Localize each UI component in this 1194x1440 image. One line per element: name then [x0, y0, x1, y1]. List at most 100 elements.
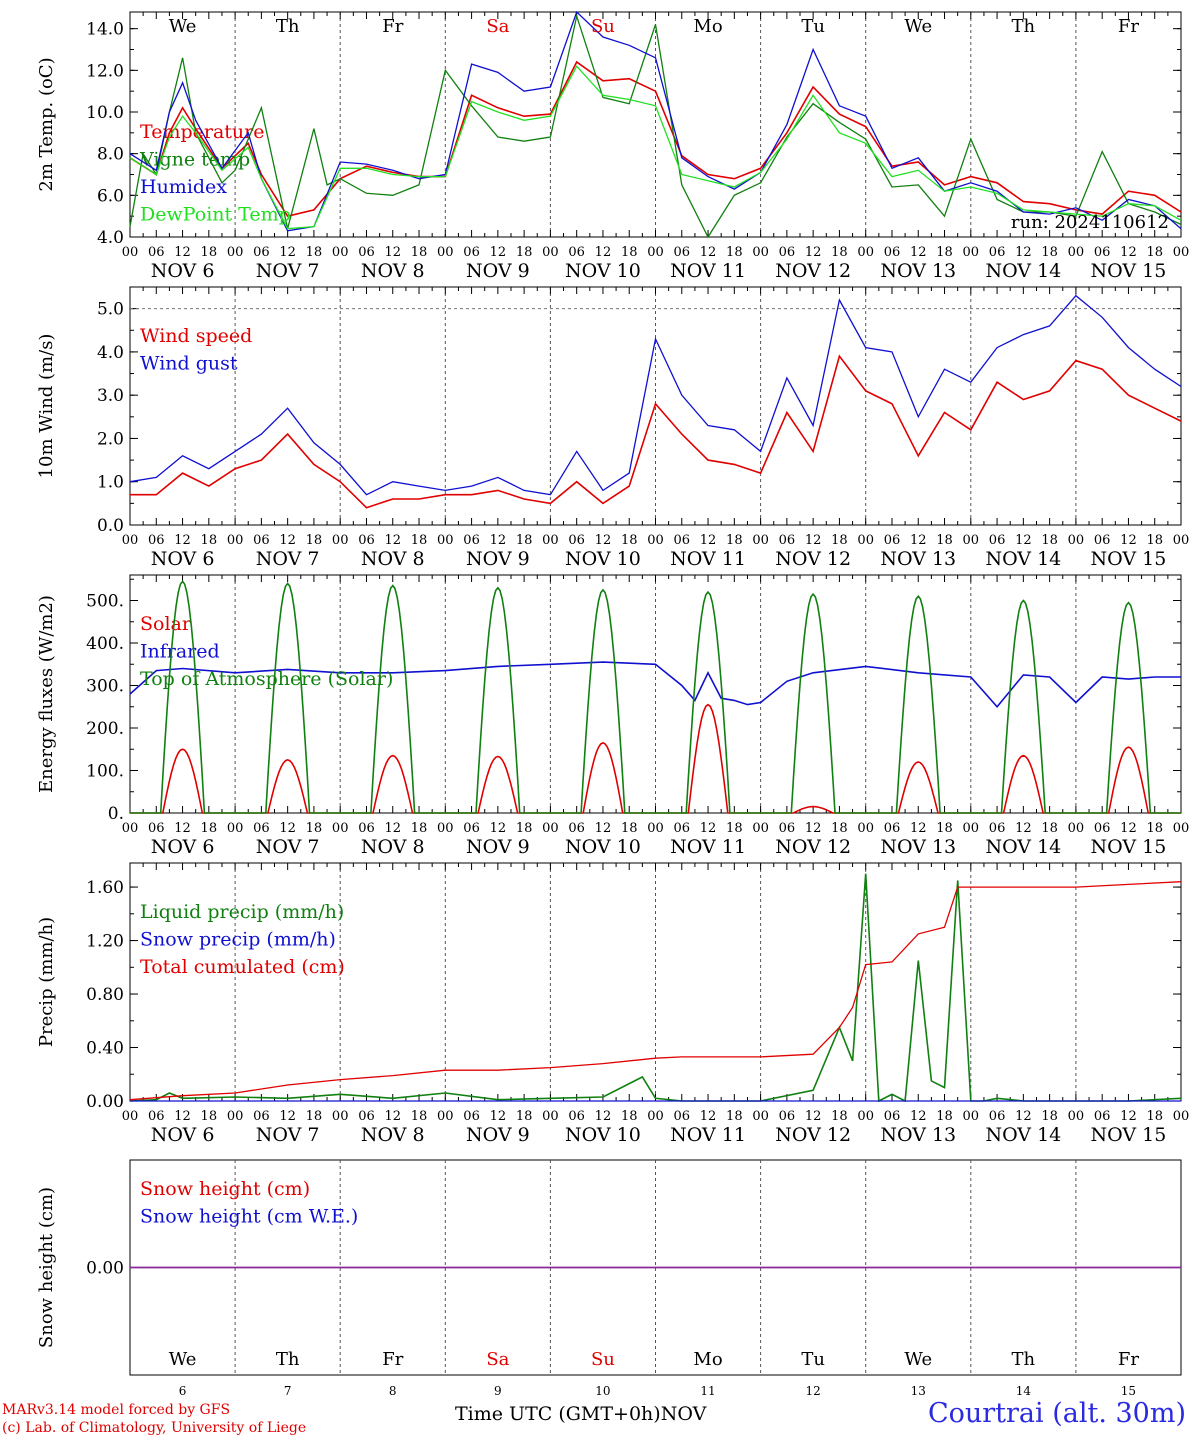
hour-label: 00 [332, 821, 349, 836]
day-name: We [904, 16, 932, 37]
hour-label: 12 [700, 821, 717, 836]
date-label: NOV 15 [1091, 260, 1167, 282]
hour-label: 18 [726, 533, 743, 548]
day-name: Th [1012, 16, 1036, 37]
model-credit: MARv3.14 model forced by GFS [2, 1402, 231, 1418]
date-label: NOV 14 [985, 1124, 1061, 1146]
date-label: NOV 7 [256, 836, 320, 858]
y-axis-label: Energy fluxes (W/m2) [36, 595, 57, 793]
hour-label: 18 [1146, 1109, 1163, 1124]
hour-label: 00 [857, 1109, 874, 1124]
hour-label: 12 [279, 245, 296, 260]
y-tick-label: 1.20 [86, 932, 124, 952]
hour-label: 12 [490, 1109, 507, 1124]
hour-label: 18 [1041, 245, 1058, 260]
hour-label: 18 [831, 533, 848, 548]
hour-label: 12 [700, 245, 717, 260]
hour-label: 18 [201, 245, 218, 260]
hour-label: 06 [884, 533, 901, 548]
hour-label: 00 [1173, 533, 1190, 548]
date-label: NOV 8 [361, 836, 425, 858]
hour-label: 06 [674, 821, 691, 836]
y-tick-label: 100. [86, 762, 124, 782]
y-axis-label: 2m Temp. (oC) [36, 57, 57, 191]
legend-entry: Top of Atmosphere (Solar) [140, 668, 393, 690]
hour-label: 18 [936, 245, 953, 260]
date-label: NOV 6 [151, 1124, 215, 1146]
date-label: NOV 10 [565, 836, 641, 858]
y-tick-label: 400. [86, 634, 124, 654]
hour-label: 18 [516, 245, 533, 260]
date-label: NOV 7 [256, 260, 320, 282]
hour-label: 06 [463, 1109, 480, 1124]
hour-label: 00 [542, 533, 559, 548]
time-axis-title: Time UTC (GMT+0h)NOV [455, 1403, 706, 1425]
hour-label: 12 [174, 533, 191, 548]
y-tick-label: 1.0 [97, 473, 124, 493]
day-name: We [169, 1349, 197, 1370]
y-tick-label: 2.0 [97, 429, 124, 449]
y-tick-label: 0.0 [97, 516, 124, 536]
hour-label: 12 [1015, 821, 1032, 836]
hour-label: 12 [1015, 1109, 1032, 1124]
day-name: We [904, 1349, 932, 1370]
series-line-infrared [129, 661, 1181, 709]
y-axis-label: Precip (mm/h) [36, 917, 57, 1047]
hour-label: 06 [674, 533, 691, 548]
time-axis-label: Time UTC (GMT+0h) [455, 1403, 661, 1425]
hour-label: 00 [647, 1109, 664, 1124]
hour-label: 18 [831, 1109, 848, 1124]
date-label: NOV 10 [565, 1124, 641, 1146]
hour-label: 18 [936, 821, 953, 836]
hour-label: 00 [542, 245, 559, 260]
hour-label: 06 [1094, 1109, 1111, 1124]
hour-label: 18 [936, 533, 953, 548]
hour-label: 00 [227, 533, 244, 548]
hour-label: 12 [490, 245, 507, 260]
y-tick-label: 0. [108, 804, 124, 824]
hour-label: 00 [122, 533, 139, 548]
series-line-wind-gust [129, 294, 1182, 496]
hour-label: 18 [621, 1109, 638, 1124]
hour-label: 00 [1068, 1109, 1085, 1124]
hour-label: 18 [1146, 245, 1163, 260]
hour-label: 12 [490, 533, 507, 548]
hour-label: 00 [857, 245, 874, 260]
hour-label: 18 [936, 1109, 953, 1124]
day-number: 6 [179, 1384, 187, 1398]
day-name: We [169, 16, 197, 37]
hour-label: 00 [647, 533, 664, 548]
hour-label: 00 [332, 533, 349, 548]
date-label: NOV 13 [880, 1124, 956, 1146]
hour-label: 06 [779, 245, 796, 260]
date-label: NOV 14 [985, 548, 1061, 570]
hour-label: 06 [1094, 533, 1111, 548]
hour-label: 00 [542, 1109, 559, 1124]
hour-label: 12 [805, 245, 822, 260]
hour-label: 06 [779, 533, 796, 548]
hour-label: 00 [437, 1109, 454, 1124]
y-tick-label: 12.0 [86, 61, 124, 81]
date-label: NOV 6 [151, 548, 215, 570]
hour-label: 12 [595, 1109, 612, 1124]
hour-label: 06 [989, 1109, 1006, 1124]
hour-label: 00 [963, 245, 980, 260]
hour-label: 12 [805, 1109, 822, 1124]
hour-label: 18 [621, 821, 638, 836]
hour-label: 06 [884, 1109, 901, 1124]
hour-label: 00 [647, 821, 664, 836]
y-tick-label: 0.00 [86, 1259, 124, 1279]
hour-label: 12 [1015, 245, 1032, 260]
hour-label: 06 [989, 533, 1006, 548]
station-title: Courtrai (alt. 30m) [927, 1398, 1186, 1429]
y-tick-label: 300. [86, 677, 124, 697]
meteogram-svg: 4.06.08.010.012.014.02m Temp. (oC) Temper… [36, 10, 1190, 1398]
hour-label: 12 [490, 821, 507, 836]
hour-label: 06 [358, 821, 375, 836]
hour-label: 00 [227, 821, 244, 836]
date-label: NOV 8 [361, 1124, 425, 1146]
legend-entry: Wind gust [140, 353, 238, 375]
day-name: Su [591, 16, 615, 37]
legend-entry: Snow height (cm) [140, 1178, 310, 1200]
hour-label: 00 [437, 245, 454, 260]
